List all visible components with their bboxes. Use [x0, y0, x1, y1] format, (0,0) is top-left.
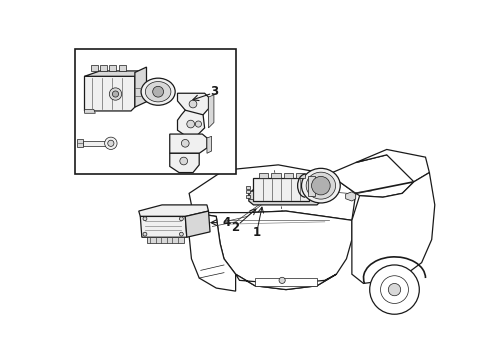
Ellipse shape [146, 82, 171, 102]
Polygon shape [249, 191, 253, 199]
Polygon shape [147, 237, 184, 243]
Bar [296, 172, 305, 178]
Text: 1: 1 [252, 226, 261, 239]
Polygon shape [356, 149, 429, 182]
Circle shape [180, 157, 188, 165]
Text: 2: 2 [231, 221, 239, 234]
Circle shape [179, 232, 183, 236]
Polygon shape [77, 139, 83, 147]
Polygon shape [352, 172, 435, 283]
Bar [245, 195, 249, 198]
Circle shape [108, 140, 114, 147]
Polygon shape [84, 71, 147, 76]
Bar [100, 65, 107, 71]
Polygon shape [253, 178, 309, 201]
Polygon shape [135, 67, 147, 107]
Text: 3: 3 [211, 85, 219, 98]
Polygon shape [193, 211, 352, 289]
Polygon shape [84, 109, 96, 113]
Bar [245, 186, 249, 189]
Circle shape [112, 91, 119, 97]
Polygon shape [345, 192, 356, 201]
Circle shape [143, 217, 147, 221]
Bar [109, 65, 116, 71]
Circle shape [153, 86, 164, 97]
Polygon shape [139, 205, 209, 216]
Bar [245, 190, 249, 193]
Bar [91, 65, 98, 71]
Bar [83, 141, 106, 145]
Circle shape [189, 100, 197, 108]
Ellipse shape [301, 168, 340, 203]
Bar [255, 278, 317, 286]
Polygon shape [236, 274, 336, 289]
Polygon shape [207, 136, 212, 153]
Text: 4: 4 [222, 216, 231, 229]
Polygon shape [308, 176, 316, 197]
Circle shape [179, 217, 183, 221]
Ellipse shape [141, 78, 175, 105]
Bar [284, 172, 293, 178]
Polygon shape [170, 153, 199, 172]
Bar [271, 172, 281, 178]
Bar [259, 172, 268, 178]
Ellipse shape [306, 172, 336, 199]
Polygon shape [140, 216, 187, 237]
Circle shape [279, 277, 285, 283]
Polygon shape [209, 95, 214, 128]
Polygon shape [170, 134, 207, 153]
Circle shape [369, 265, 419, 314]
Circle shape [187, 120, 195, 128]
Polygon shape [249, 189, 321, 205]
Polygon shape [189, 213, 236, 291]
Circle shape [196, 121, 201, 127]
Circle shape [381, 276, 409, 303]
Polygon shape [189, 165, 356, 220]
Circle shape [312, 176, 330, 195]
Bar [75, 49, 236, 174]
Polygon shape [177, 93, 209, 115]
Circle shape [388, 283, 401, 296]
Polygon shape [84, 72, 135, 111]
Polygon shape [329, 155, 414, 197]
Circle shape [109, 88, 122, 100]
Circle shape [105, 137, 117, 149]
Polygon shape [185, 211, 210, 237]
Bar [119, 65, 125, 71]
Polygon shape [177, 110, 205, 136]
Circle shape [181, 139, 189, 147]
Circle shape [143, 232, 147, 236]
